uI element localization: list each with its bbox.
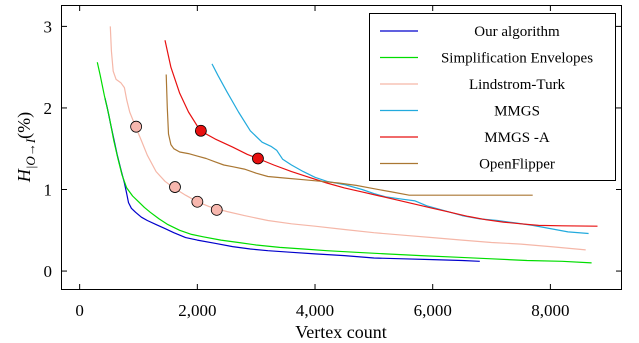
series-marker <box>252 152 264 165</box>
series-marker <box>194 124 207 137</box>
series-line <box>165 74 533 196</box>
y-axis-label: H|O→I(%) <box>14 112 38 183</box>
x-tick-label: 8,000 <box>531 301 569 320</box>
x-tick-label: 4,000 <box>296 301 334 320</box>
series-marker <box>210 203 223 216</box>
x-tick-label: 2,000 <box>178 301 216 320</box>
legend-box <box>369 13 616 181</box>
y-tick-label: 3 <box>44 17 53 36</box>
series-line <box>96 62 592 264</box>
y-tick-label: 1 <box>44 181 53 200</box>
series-marker <box>191 195 204 208</box>
legend-entry-label: MMGS -A <box>484 130 550 146</box>
y-tick-label: 2 <box>44 99 53 118</box>
legend-entry-label: OpenFlipper <box>479 157 555 173</box>
x-tick-label: 6,000 <box>414 301 452 320</box>
y-axis-label-sub: |O→I <box>23 138 38 169</box>
series-line <box>211 63 589 235</box>
legend-entry-label: Our algorithm <box>474 24 560 40</box>
legend-entry-label: MMGS <box>494 104 540 120</box>
x-tick-label: 0 <box>75 301 84 320</box>
legend-entry-label: Simplification Envelopes <box>441 51 593 67</box>
plot-frame <box>61 5 622 290</box>
series-marker <box>169 181 181 193</box>
x-axis-ticks: 0 2,000 4,000 6,000 8,000 <box>75 6 570 320</box>
legend: Our algorithm Simplification Envelopes Lin… <box>369 13 616 181</box>
marker-layer <box>130 120 264 216</box>
series-marker <box>130 120 143 133</box>
legend-entry-label: Lindstrom-Turk <box>469 77 566 93</box>
y-axis-label-unit: (%) <box>14 112 35 139</box>
y-axis-ticks: 0 1 2 3 <box>44 17 621 281</box>
y-tick-label: 0 <box>44 262 53 281</box>
y-axis-label-main: H <box>14 168 34 183</box>
x-axis-label: Vertex count <box>295 322 386 342</box>
